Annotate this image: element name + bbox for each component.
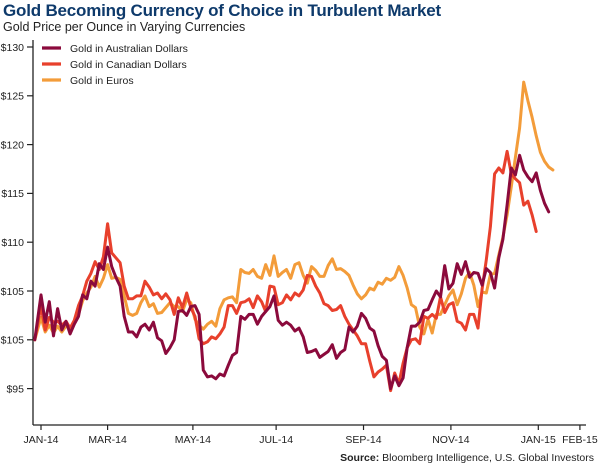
- axes: [32, 40, 586, 426]
- y-ticks: $130 $125 $120 $115 $110 $105 $105 $95: [1, 42, 33, 395]
- source-label: Source:: [340, 452, 380, 464]
- y-tick-label: $130: [1, 42, 25, 54]
- y-tick-label: $105: [1, 335, 25, 347]
- legend-label: Gold in Canadian Dollars: [70, 59, 187, 71]
- series-line-gold-in-canadian-dollars: [33, 149, 538, 393]
- x-tick-label: JAN-14: [23, 434, 58, 446]
- y-tick-label: $120: [1, 139, 25, 151]
- x-tick-label: NOV-14: [432, 434, 470, 446]
- y-tick-label: $105: [1, 286, 25, 298]
- series-line-gold-in-australian-dollars: [33, 153, 551, 391]
- y-tick-label: $125: [1, 91, 25, 103]
- y-tick-label: $115: [1, 188, 24, 200]
- series-line-gold-in-euros: [33, 80, 555, 342]
- legend-label: Gold in Australian Dollars: [70, 43, 188, 55]
- x-tick-label: JAN-15: [521, 434, 556, 446]
- series-group: [33, 80, 555, 393]
- legend-label: Gold in Euros: [70, 75, 134, 87]
- source-text: Bloomberg Intelligence, U.S. Global Inve…: [382, 452, 594, 464]
- x-tick-label: MAY-14: [175, 434, 211, 446]
- chart-subtitle: Gold Price per Ounce in Varying Currenci…: [3, 20, 246, 34]
- y-tick-label: $110: [1, 237, 24, 249]
- x-tick-label: FEB-15: [562, 434, 598, 446]
- y-tick-label: $95: [6, 383, 24, 395]
- x-ticks: JAN-14 MAR-14 MAY-14 JUL-14 SEP-14 NOV-14 JAN-…: [23, 425, 598, 446]
- x-tick-label: SEP-14: [345, 434, 381, 446]
- chart-title: Gold Becoming Currency of Choice in Turb…: [3, 1, 441, 20]
- x-tick-label: MAR-14: [88, 434, 127, 446]
- source-note: Source: Bloomberg Intelligence, U.S. Glo…: [340, 452, 594, 464]
- legend: Gold in Australian Dollars Gold in Canadi…: [42, 43, 188, 87]
- x-tick-label: JUL-14: [259, 434, 293, 446]
